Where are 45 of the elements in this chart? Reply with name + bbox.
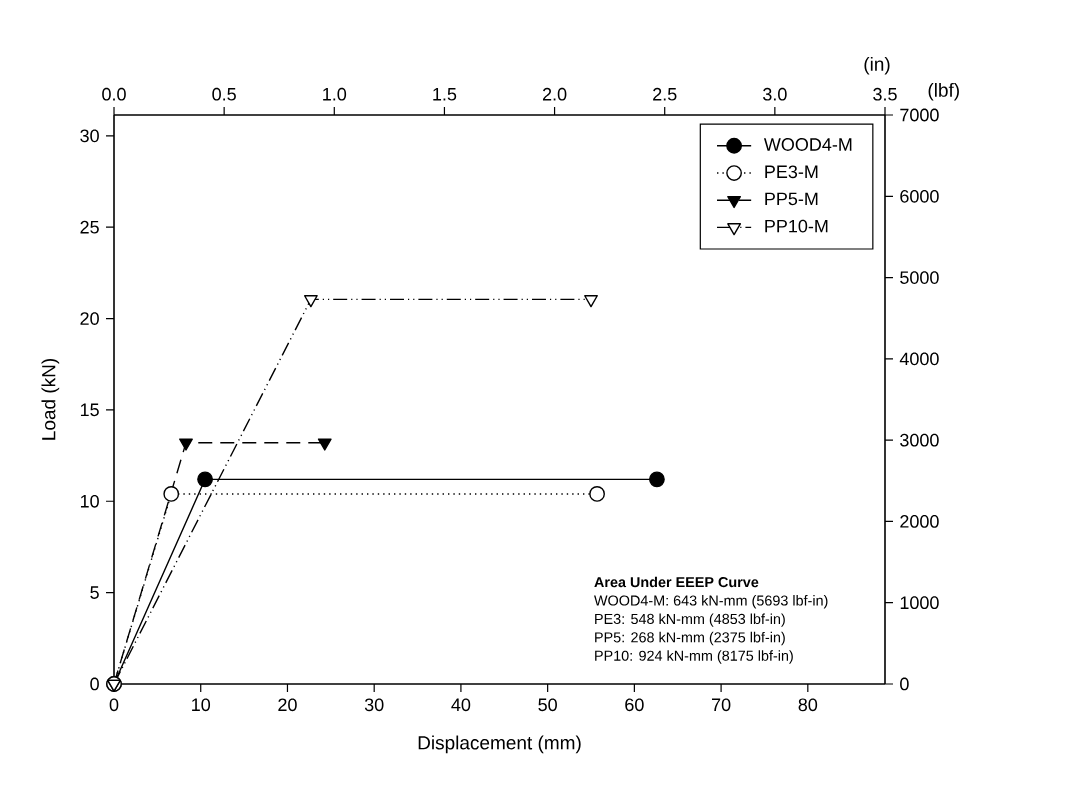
y-axis-title: Load (kN) — [41, 358, 60, 440]
x2-tick-label: 3.0 — [763, 87, 787, 101]
x2-tick-label: 1.5 — [433, 88, 457, 101]
x2-tick-label: 2.5 — [653, 87, 677, 101]
x-tick-label: 40 — [451, 698, 471, 712]
y-tick-label: 10 — [80, 494, 99, 508]
x-tick-label: 70 — [712, 698, 731, 712]
y2-tick-label: 3000 — [900, 433, 939, 447]
annotation: PE3: 548 kN-mm (4853 lbf-in) — [595, 613, 785, 627]
x-tick-label: 10 — [192, 698, 211, 712]
y2-tick-label: 5000 — [900, 271, 939, 284]
y2-axis-title: (lbf) — [928, 82, 959, 101]
legend-label: PP10-M — [765, 219, 828, 233]
x2-tick-label: 3.5 — [873, 87, 897, 101]
annotation: WOOD4-M: 643 kN-mm (5693 lbf-in) — [594, 595, 828, 609]
y2-tick-label: 1000 — [900, 596, 939, 610]
legend-label: WOOD4-M — [763, 138, 852, 151]
x-tick-label: 0 — [109, 698, 119, 712]
legend-label: PP5-M — [765, 192, 818, 206]
x-tick-label: 80 — [798, 698, 818, 712]
y-tick-label: 15 — [80, 403, 99, 417]
x-tick-label: 60 — [625, 698, 644, 712]
y2-tick-label: 2000 — [900, 515, 939, 528]
y2-tick-label: 7000 — [900, 108, 939, 122]
x2-tick-label: 0.5 — [212, 87, 236, 101]
x-axis-title: Displacement (mm) — [418, 735, 581, 754]
y-tick-label: 25 — [80, 220, 99, 234]
x2-tick-label: 0.0 — [102, 87, 126, 101]
x2-tick-label: 1.0 — [323, 87, 347, 101]
x-tick-label: 20 — [278, 698, 297, 712]
x2-tick-label: 2.0 — [542, 87, 567, 101]
annotation: Area Under EEEP Curve — [594, 576, 759, 588]
y-tick-label: 5 — [90, 586, 99, 599]
x-tick-label: 30 — [364, 698, 384, 712]
x-tick-label: 50 — [538, 698, 557, 712]
annotation: PP5: 268 kN-mm (2375 lbf-in) — [595, 631, 785, 646]
annotation: PP10: 924 kN-mm (8175 lbf-in) — [595, 650, 793, 664]
x2-axis-title: (in) — [864, 56, 890, 75]
legend-label: PE3-M — [765, 165, 818, 179]
y2-tick-label: 0 — [900, 677, 909, 691]
y2-tick-label: 4000 — [899, 352, 939, 366]
y2-tick-label: 6000 — [900, 189, 939, 203]
y-tick-label: 0 — [90, 677, 99, 691]
y-tick-label: 20 — [80, 312, 99, 325]
y-tick-label: 30 — [80, 129, 99, 143]
